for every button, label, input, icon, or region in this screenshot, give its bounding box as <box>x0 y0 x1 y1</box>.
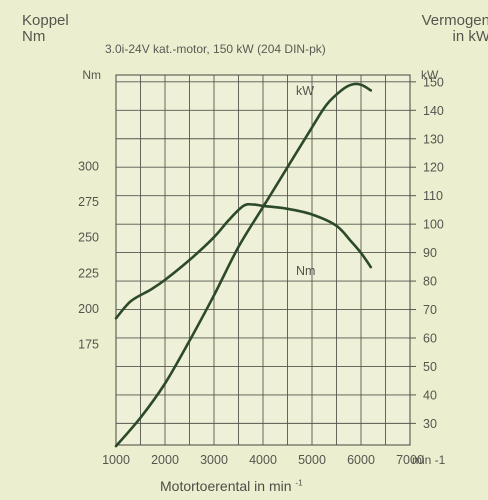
right-tick-label: 140 <box>423 104 444 118</box>
right-tick-label: 100 <box>423 218 444 232</box>
right-tick-label: 150 <box>423 75 444 89</box>
left-unit-label: Nm <box>82 68 101 82</box>
left-tick-label: 300 <box>78 160 99 174</box>
right-tick-label: 90 <box>423 246 437 260</box>
right-tick-label: 110 <box>423 189 443 203</box>
right-tick-label: 130 <box>423 132 444 146</box>
right-tick-label: 60 <box>423 331 437 345</box>
right-tick-label: 30 <box>423 417 437 431</box>
right-axis-title-line-1: Vermogen <box>421 12 488 29</box>
right-tick-label: 40 <box>423 388 437 402</box>
x-unit-label: min -1 <box>412 453 446 467</box>
left-tick-label: 275 <box>78 195 99 209</box>
x-axis-title-exponent: -1 <box>295 478 303 488</box>
series-label-nm: Nm <box>296 264 315 278</box>
x-tick-label: 3000 <box>200 453 228 467</box>
x-axis-title: Motortoerental in min -1 <box>160 478 303 494</box>
x-tick-label: 1000 <box>102 453 130 467</box>
x-tick-label: 2000 <box>151 453 179 467</box>
left-axis-title-line-2: Nm <box>22 28 46 45</box>
x-axis-title-text: Motortoerental in min <box>160 478 292 494</box>
plot-frame <box>115 74 411 446</box>
left-tick-label: 200 <box>78 302 99 316</box>
right-axis-title: Vermogen in kW <box>404 13 488 45</box>
right-axis-title-line-2: in kW <box>452 28 488 45</box>
x-tick-label: 6000 <box>347 453 375 467</box>
x-tick-label: 7000 <box>396 453 424 467</box>
right-tick-label: 80 <box>423 275 437 289</box>
left-axis-title-line-1: Koppel <box>22 12 69 29</box>
series-label-kw: kW <box>296 84 314 98</box>
left-tick-label: 250 <box>78 231 99 245</box>
left-tick-label: 225 <box>78 266 99 280</box>
series-line-kw <box>114 82 373 448</box>
right-tick-label: 70 <box>423 303 437 317</box>
right-unit-label: kW <box>421 68 439 82</box>
x-tick-label: 4000 <box>249 453 277 467</box>
chart-subtitle: 3.0i-24V kat.-motor, 150 kW (204 DIN-pk) <box>105 42 326 56</box>
x-tick-label: 5000 <box>298 453 326 467</box>
right-tick-label: 120 <box>423 161 444 175</box>
series-line-nm <box>114 202 373 320</box>
left-tick-label: 175 <box>78 337 99 351</box>
left-axis-title: Koppel Nm <box>22 13 69 45</box>
right-tick-label: 50 <box>423 360 437 374</box>
